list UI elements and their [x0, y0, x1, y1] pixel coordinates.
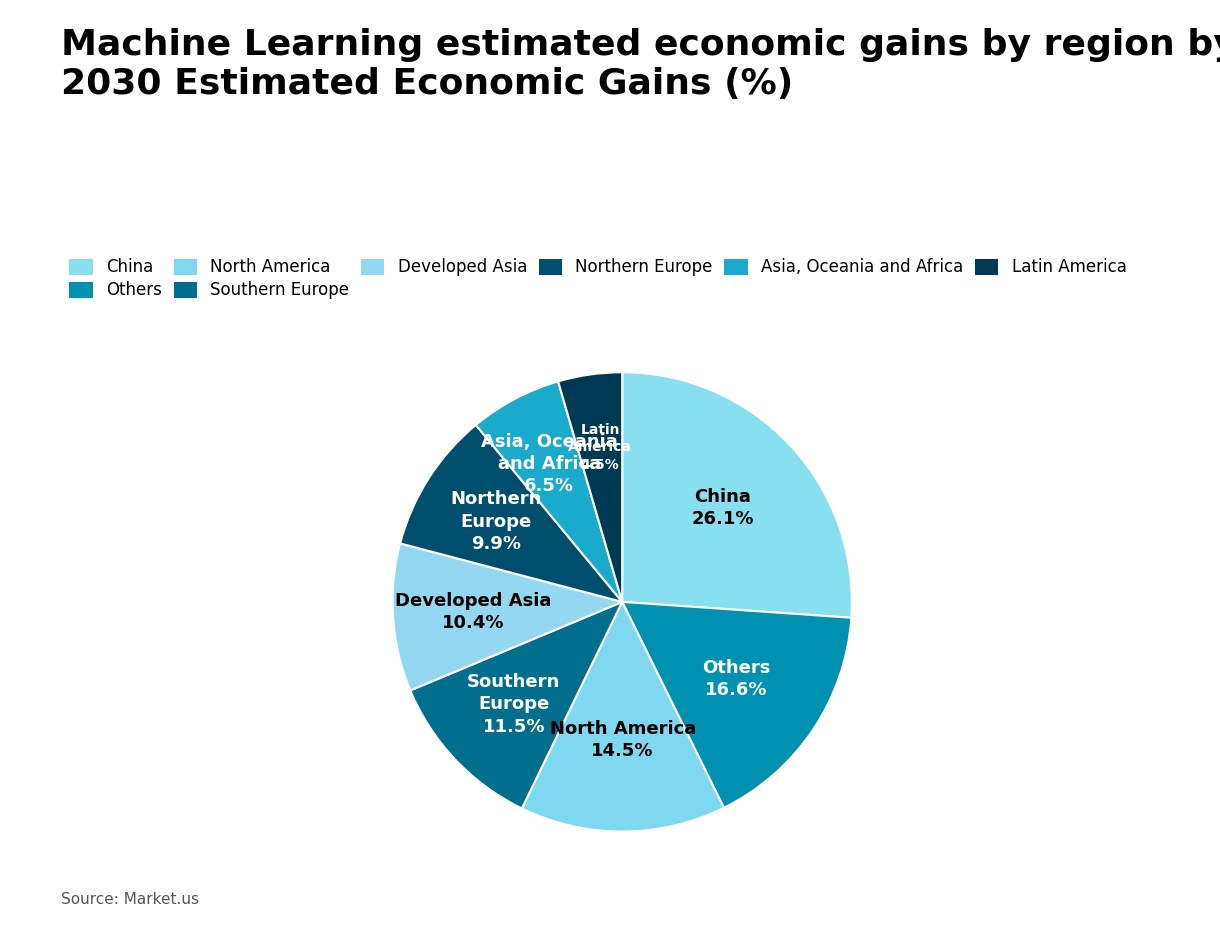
Wedge shape [558, 372, 622, 602]
Text: China
26.1%: China 26.1% [692, 488, 754, 528]
Text: Developed Asia
10.4%: Developed Asia 10.4% [395, 592, 551, 632]
Text: Southern
Europe
11.5%: Southern Europe 11.5% [467, 673, 560, 735]
Text: Asia, Oceania
and Africa
6.5%: Asia, Oceania and Africa 6.5% [481, 432, 617, 495]
Text: Source: Market.us: Source: Market.us [61, 893, 199, 907]
Wedge shape [622, 602, 852, 807]
Text: Northern
Europe
9.9%: Northern Europe 9.9% [450, 491, 542, 553]
Wedge shape [400, 425, 622, 602]
Wedge shape [410, 602, 622, 808]
Text: North America
14.5%: North America 14.5% [549, 720, 695, 760]
Wedge shape [522, 602, 723, 832]
Text: Machine Learning estimated economic gains by region by
2030 Estimated Economic G: Machine Learning estimated economic gain… [61, 28, 1220, 101]
Text: Latin
America
4.5%: Latin America 4.5% [569, 423, 632, 471]
Wedge shape [393, 544, 622, 691]
Wedge shape [622, 372, 852, 618]
Legend: China, Others, North America, Southern Europe, Developed Asia, Northern Europe, : China, Others, North America, Southern E… [70, 258, 1126, 299]
Wedge shape [476, 382, 622, 602]
Text: Others
16.6%: Others 16.6% [703, 658, 771, 699]
